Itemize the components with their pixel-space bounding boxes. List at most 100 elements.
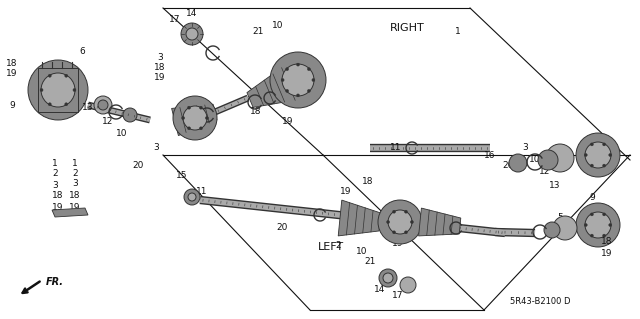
Text: 14: 14 [374,286,386,294]
Text: 19: 19 [6,70,18,78]
Circle shape [183,106,207,130]
Circle shape [41,73,75,107]
Text: 10: 10 [272,20,284,29]
Text: 10: 10 [529,155,541,165]
Text: 9: 9 [589,194,595,203]
Circle shape [546,144,574,172]
Text: 2: 2 [72,168,78,177]
Circle shape [205,116,209,120]
Text: 20: 20 [294,93,306,102]
Circle shape [576,133,620,177]
Text: 13: 13 [83,103,93,113]
Circle shape [296,63,300,66]
Circle shape [603,234,605,237]
Circle shape [307,68,310,70]
Circle shape [65,74,68,77]
Circle shape [65,103,68,106]
Polygon shape [338,200,381,236]
Circle shape [184,189,200,205]
Circle shape [48,74,51,77]
Circle shape [282,64,314,96]
Text: 11: 11 [390,144,402,152]
Circle shape [285,68,289,70]
Circle shape [312,78,315,81]
Circle shape [200,127,202,130]
Text: 3: 3 [52,181,58,189]
Text: 3: 3 [395,227,401,236]
Circle shape [585,142,611,168]
Text: 12: 12 [540,167,550,176]
Polygon shape [247,62,306,108]
Text: 2: 2 [52,169,58,179]
Text: 19: 19 [154,73,166,83]
Circle shape [378,200,422,244]
Circle shape [296,94,300,97]
Circle shape [188,193,196,201]
Text: 19: 19 [69,204,81,212]
Circle shape [590,213,593,216]
Circle shape [590,234,593,237]
Text: 20: 20 [132,160,144,169]
Circle shape [509,154,527,172]
Circle shape [387,220,390,224]
Circle shape [392,210,396,213]
Circle shape [281,78,284,81]
Text: 3: 3 [157,54,163,63]
Text: 9: 9 [9,100,15,109]
Circle shape [392,231,396,234]
Circle shape [590,143,593,146]
Text: 17: 17 [169,16,180,25]
Text: 18: 18 [362,177,374,187]
Circle shape [585,212,611,238]
Circle shape [603,213,605,216]
Circle shape [285,89,289,93]
Text: 18: 18 [601,238,612,247]
Circle shape [538,150,558,170]
Circle shape [553,216,577,240]
Text: 5R43-B2100 D: 5R43-B2100 D [510,298,570,307]
Circle shape [576,203,620,247]
Text: 18: 18 [154,63,166,72]
Circle shape [404,210,408,213]
Circle shape [609,153,612,157]
Text: 19: 19 [52,203,63,211]
Circle shape [182,116,184,120]
Polygon shape [52,208,88,217]
Circle shape [603,164,605,167]
Text: 18: 18 [69,191,81,201]
Text: 1: 1 [72,159,78,167]
Circle shape [603,143,605,146]
Bar [38,68,78,112]
Circle shape [123,108,137,122]
Circle shape [404,231,408,234]
Circle shape [400,277,416,293]
Text: LEFT: LEFT [318,242,344,252]
Text: 1: 1 [455,27,461,36]
Text: 19: 19 [340,188,352,197]
Polygon shape [419,208,461,236]
Circle shape [270,52,326,108]
Polygon shape [172,104,217,136]
Circle shape [388,210,412,234]
Circle shape [200,106,202,109]
Circle shape [584,224,588,226]
Text: 19: 19 [601,249,612,258]
Circle shape [73,88,76,92]
Text: 3: 3 [153,144,159,152]
Circle shape [48,103,51,106]
Text: 15: 15 [176,170,188,180]
Circle shape [188,106,191,109]
Text: 20: 20 [502,160,514,169]
Circle shape [383,273,393,283]
Circle shape [40,88,43,92]
Circle shape [307,89,310,93]
Text: 18: 18 [52,191,63,201]
Text: 16: 16 [484,151,496,160]
Text: 3: 3 [522,144,528,152]
Text: 19: 19 [282,117,294,127]
Circle shape [609,224,612,226]
Circle shape [94,96,112,114]
Text: 3: 3 [72,179,78,188]
Text: 10: 10 [116,129,128,137]
Circle shape [584,153,588,157]
